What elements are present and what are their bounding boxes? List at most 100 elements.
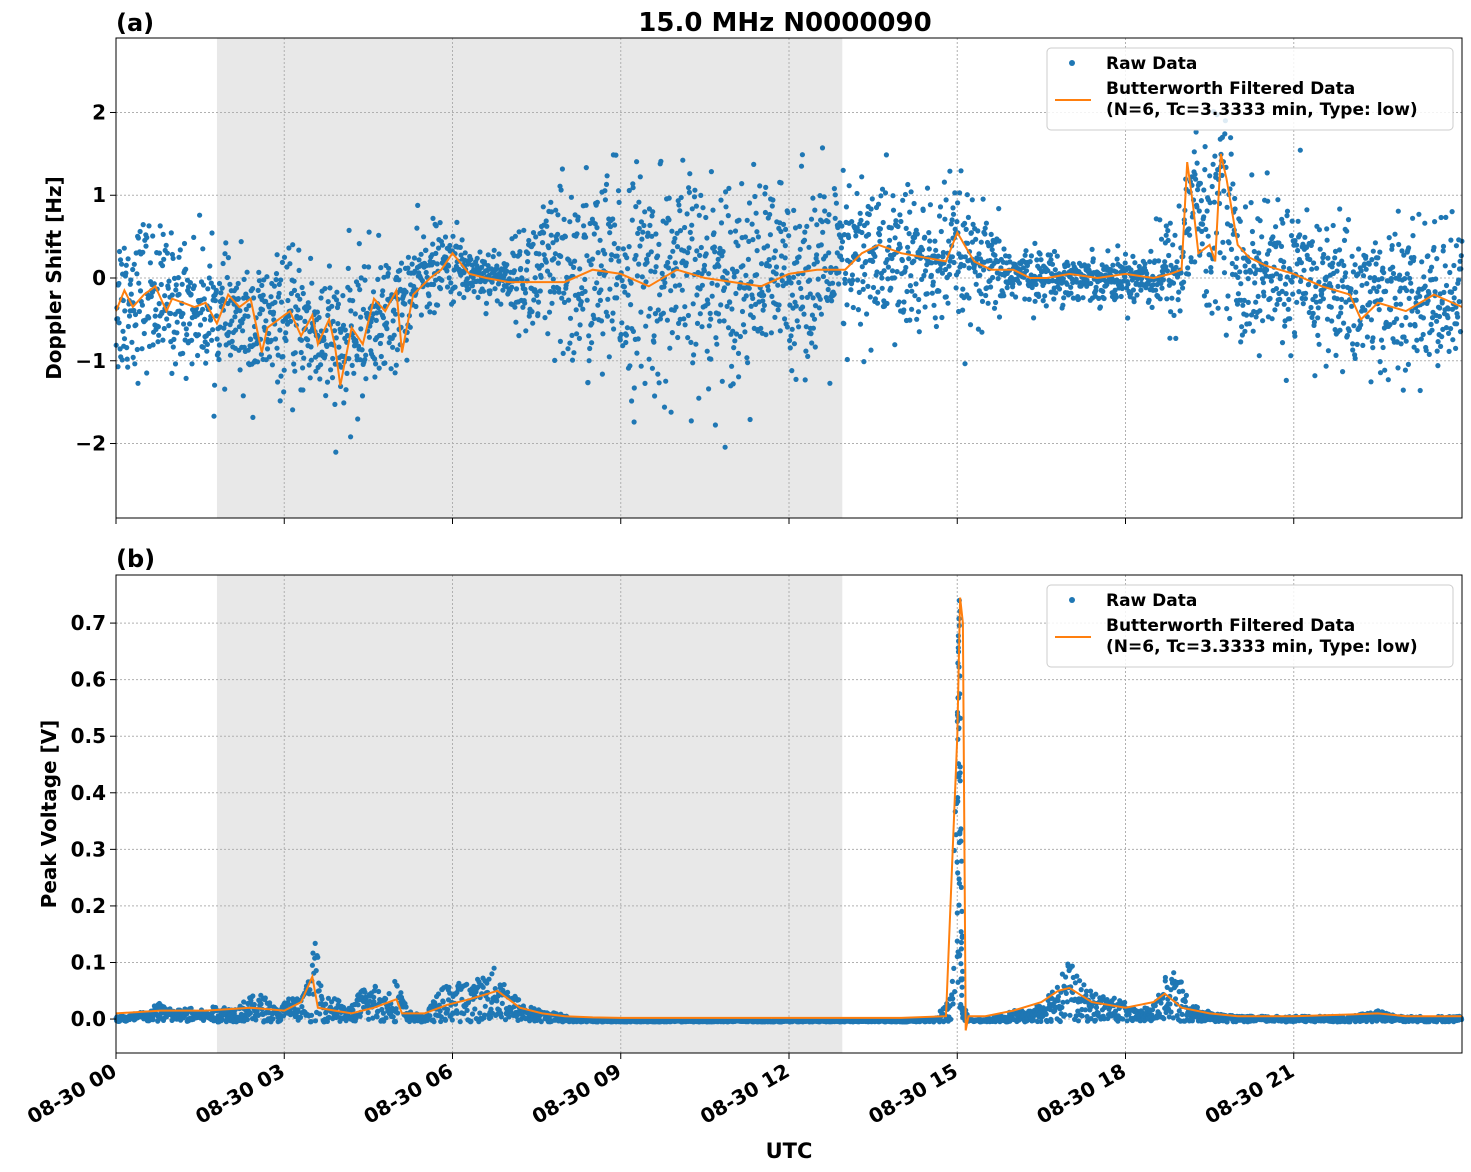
raw-data-point (1336, 247, 1343, 253)
raw-data-point (655, 253, 661, 259)
raw-data-point (180, 350, 186, 356)
raw-data-point (297, 1014, 304, 1021)
raw-data-point (668, 288, 674, 294)
raw-data-point (936, 213, 943, 219)
raw-data-point (128, 277, 134, 283)
raw-data-point (1228, 151, 1234, 157)
raw-data-point (1230, 181, 1236, 187)
raw-data-point (1251, 263, 1257, 269)
raw-data-point (485, 996, 491, 1002)
raw-data-point (270, 309, 277, 315)
raw-data-point (822, 253, 829, 259)
raw-data-point (206, 275, 212, 281)
raw-data-point (703, 251, 709, 257)
raw-data-point (1290, 291, 1296, 297)
raw-data-point (825, 219, 831, 225)
raw-data-point (850, 277, 856, 283)
raw-data-point (1402, 367, 1408, 373)
raw-data-point (155, 324, 161, 330)
raw-data-point (200, 282, 207, 288)
raw-data-point (555, 231, 561, 237)
raw-data-point (727, 299, 733, 305)
raw-data-point (1279, 288, 1285, 294)
raw-data-point (164, 316, 170, 322)
raw-data-point (164, 250, 170, 256)
raw-data-point (1049, 261, 1056, 267)
raw-data-point (747, 416, 753, 423)
raw-data-point (240, 393, 246, 399)
raw-data-point (903, 264, 909, 271)
raw-data-point (970, 221, 976, 227)
raw-data-point (959, 858, 965, 864)
raw-data-point (1084, 277, 1090, 284)
raw-data-point (1173, 335, 1179, 341)
raw-data-point (383, 996, 389, 1002)
raw-data-point (663, 378, 669, 384)
raw-data-point (1323, 274, 1329, 280)
raw-data-point (547, 272, 553, 278)
raw-data-point (301, 355, 307, 361)
raw-data-point (322, 352, 328, 358)
raw-data-point (414, 225, 420, 231)
raw-data-point (1398, 285, 1404, 291)
raw-data-point (678, 194, 684, 201)
raw-data-point (672, 260, 678, 266)
legend-raw-marker (1069, 60, 1075, 66)
raw-data-point (176, 291, 182, 297)
raw-data-point (1061, 295, 1067, 301)
raw-data-point (1234, 255, 1240, 261)
raw-data-point (204, 341, 210, 347)
raw-data-point (887, 237, 893, 243)
raw-data-point (376, 232, 382, 238)
raw-data-point (1203, 226, 1209, 232)
raw-data-point (329, 375, 336, 381)
raw-data-point (589, 320, 595, 326)
raw-data-point (908, 189, 914, 195)
raw-data-point (305, 300, 311, 306)
raw-data-point (1406, 245, 1412, 251)
raw-data-point (499, 1000, 505, 1007)
raw-data-point (750, 314, 756, 320)
raw-data-point (236, 324, 242, 330)
raw-data-point (395, 1010, 401, 1016)
raw-data-point (1281, 301, 1287, 307)
raw-data-point (197, 322, 204, 328)
raw-data-point (370, 1015, 376, 1021)
raw-data-point (562, 234, 569, 240)
raw-data-point (801, 311, 807, 317)
raw-data-point (1352, 355, 1358, 361)
raw-data-point (812, 207, 818, 213)
raw-data-point (1199, 228, 1205, 234)
raw-data-point (300, 290, 306, 297)
raw-data-point (1432, 219, 1438, 225)
raw-data-point (1438, 214, 1444, 221)
raw-data-point (272, 299, 278, 305)
raw-data-point (583, 234, 589, 240)
raw-data-point (595, 250, 601, 256)
raw-data-point (1304, 207, 1310, 213)
raw-data-point (694, 292, 700, 298)
raw-data-point (630, 328, 637, 334)
raw-data-point (652, 269, 658, 275)
raw-data-point (696, 395, 702, 401)
raw-data-point (464, 1007, 470, 1014)
raw-data-point (447, 242, 453, 249)
raw-data-point (446, 263, 452, 269)
raw-data-point (238, 239, 244, 245)
raw-data-point (980, 196, 986, 202)
raw-data-point (1105, 248, 1111, 254)
raw-data-point (631, 419, 637, 425)
raw-data-point (761, 302, 768, 308)
raw-data-point (421, 234, 427, 240)
raw-data-point (1089, 246, 1095, 252)
raw-data-point (793, 376, 799, 382)
raw-data-point (757, 183, 763, 189)
raw-data-point (711, 244, 718, 250)
raw-data-point (584, 253, 590, 259)
raw-data-point (1125, 281, 1131, 287)
raw-data-point (637, 243, 643, 249)
raw-data-point (571, 350, 577, 356)
raw-data-point (1337, 327, 1343, 333)
raw-data-point (777, 328, 783, 334)
